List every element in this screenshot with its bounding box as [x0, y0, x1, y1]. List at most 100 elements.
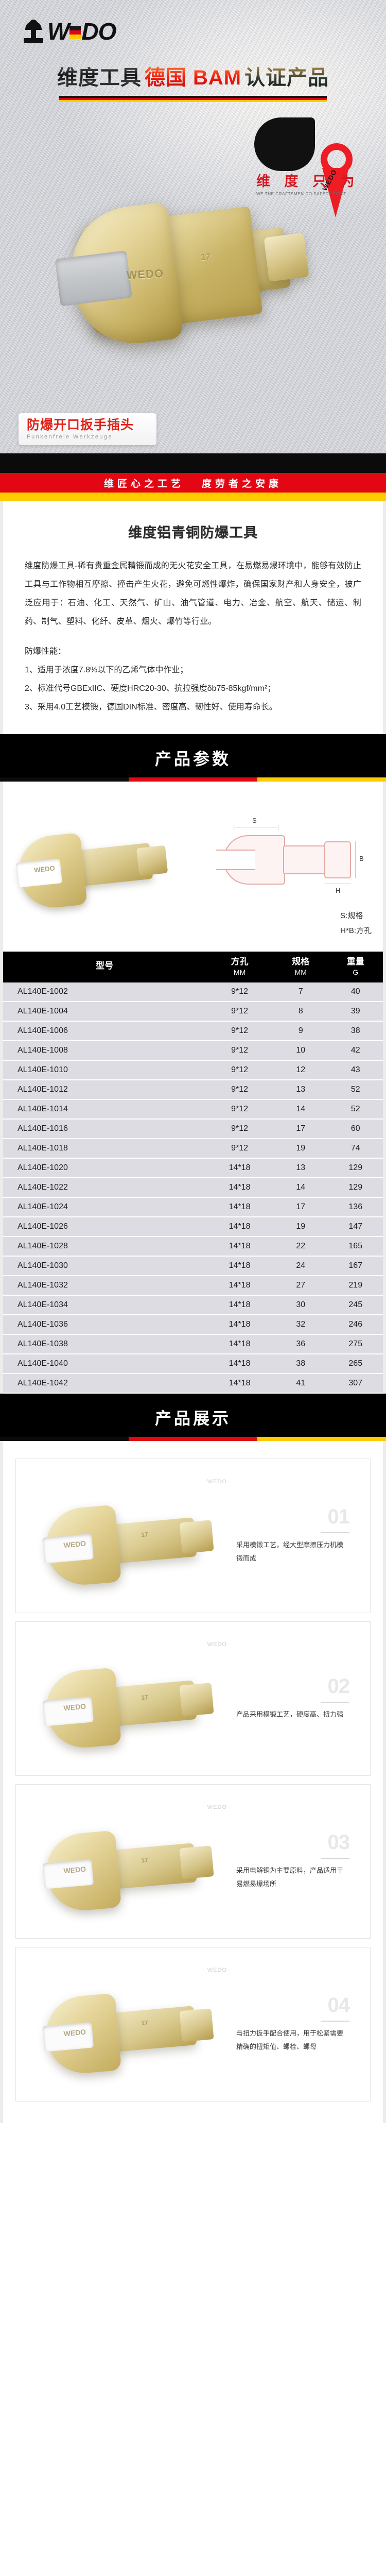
legend-s: S:规格: [340, 911, 363, 920]
showcase-text: 与扭力扳手配合使用，用于松紧需要精确的扭矩值、螺栓、螺母: [236, 2029, 344, 2050]
showcase-tool-size: 17: [141, 1530, 149, 1538]
brand-logo-text: W DO: [47, 18, 116, 45]
cell-weight: 52: [328, 1079, 383, 1100]
cell-weight: 129: [328, 1177, 383, 1198]
table-row: AL140E-1040 14*18 38 265: [3, 1353, 383, 1374]
cell-size: 19: [273, 1138, 328, 1159]
cell-model: AL140E-1002: [3, 982, 206, 1002]
cell-square-hole: 9*12: [206, 1099, 274, 1120]
cell-model: AL140E-1032: [3, 1275, 206, 1296]
dim-label-h: H: [336, 887, 341, 894]
showcase-number: 03: [327, 1831, 350, 1854]
cell-weight: 42: [328, 1040, 383, 1061]
performance-item-1: 1、适用于浓度7.8%以下的乙烯气体中作业；: [25, 666, 188, 674]
showcase-tool-emboss: WEDO: [63, 2027, 86, 2038]
dim-label-b: B: [359, 855, 364, 862]
product-name-cn: 防爆开口扳手插头: [27, 418, 134, 433]
cell-square-hole: 9*12: [206, 1021, 274, 1041]
german-flag-rule: [59, 96, 327, 102]
table-row: AL140E-1020 14*18 13 129: [3, 1158, 383, 1178]
dimension-diagram-section: WEDO S B H S:规格 H*B:方孔: [0, 782, 386, 952]
specification-table: 型号 方孔 MM 规格 MM 重量 G: [3, 952, 383, 1394]
cell-model: AL140E-1004: [3, 1001, 206, 1022]
showcase-tool-emboss: WEDO: [63, 1865, 86, 1875]
table-body: AL140E-1002 9*12 7 40 AL140E-1004 9*12 8 39 AL14…: [3, 982, 383, 1394]
showcase-caption: 04 与扭力扳手配合使用，用于松紧需要精确的扭矩值、螺栓、螺母: [236, 1995, 360, 2053]
hero-headline: 维度工具 德国 BAM 认证产品: [0, 66, 386, 102]
cell-weight: 52: [328, 1099, 383, 1120]
cell-model: AL140E-1012: [3, 1079, 206, 1100]
cell-model: AL140E-1010: [3, 1060, 206, 1080]
showcase-card: WEDO 17 WEDO 03 采用电解铜为主要原料，产品适用于易燃易爆场所: [15, 1784, 371, 1939]
headline-part-1: 维度工具: [57, 66, 142, 89]
cell-square-hole: 9*12: [206, 1060, 274, 1080]
specification-table-section: 型号 方孔 MM 规格 MM 重量 G: [0, 952, 386, 1394]
cell-size: 14: [273, 1099, 328, 1120]
cell-size: 17: [273, 1197, 328, 1217]
cell-weight: 165: [328, 1236, 383, 1257]
showcase-tool-size: 17: [141, 1856, 149, 1864]
cert-letter-f: F: [283, 128, 298, 155]
showcase-product-photo: WEDO 17 WEDO: [30, 1471, 236, 1600]
cell-square-hole: 14*18: [206, 1295, 274, 1315]
showcase-watermark: WEDO: [207, 1641, 227, 1648]
brand-logo: W DO: [23, 20, 116, 43]
german-flag-icon: [69, 26, 81, 39]
cell-model: AL140E-1008: [3, 1040, 206, 1061]
table-row: AL140E-1028 14*18 22 165: [3, 1236, 383, 1257]
dim-label-s: S: [252, 817, 257, 824]
section-title-showcase: 产品展示: [154, 1409, 231, 1428]
band-slogan-left: 维匠心之工艺: [103, 478, 184, 489]
table-row: AL140E-1042 14*18 41 307: [3, 1373, 383, 1394]
cell-square-hole: 9*12: [206, 1138, 274, 1159]
cell-model: AL140E-1022: [3, 1177, 206, 1198]
table-row: AL140E-1022 14*18 14 129: [3, 1177, 383, 1198]
cell-weight: 74: [328, 1138, 383, 1159]
cert-letter-t: T: [299, 140, 310, 159]
cell-square-hole: 9*12: [206, 1040, 274, 1061]
table-row: AL140E-1026 14*18 19 147: [3, 1216, 383, 1237]
showcase-caption: 02 产品采用模锻工艺，硬度高、扭力强: [236, 1676, 360, 1721]
product-name-de: Funkenfreie Werkzeuge: [27, 433, 113, 440]
cell-size: 38: [273, 1353, 328, 1374]
hero-product-photo: WEDO 17: [27, 155, 315, 422]
diagram-legend: S:规格 H*B:方孔: [340, 909, 372, 938]
cell-model: AL140E-1016: [3, 1118, 206, 1139]
cell-weight: 43: [328, 1060, 383, 1080]
description-paragraph: 维度防爆工具-稀有贵重金属精锻而成的无火花安全工具，在易燃易爆环境中，能够有效防…: [25, 562, 361, 626]
table-head: 型号 方孔 MM 规格 MM 重量 G: [3, 952, 383, 982]
showcase-card: WEDO 17 WEDO 02 产品采用模锻工艺，硬度高、扭力强: [15, 1621, 371, 1776]
table-row: AL140E-1008 9*12 10 42: [3, 1040, 383, 1061]
showcase-number: 02: [327, 1674, 350, 1698]
table-row: AL140E-1034 14*18 30 245: [3, 1295, 383, 1315]
showcase-tool-emboss: WEDO: [63, 1539, 86, 1550]
cell-size: 19: [273, 1216, 328, 1237]
cell-square-hole: 14*18: [206, 1334, 274, 1354]
showcase-product-photo: WEDO 17 WEDO: [30, 1960, 236, 2089]
cell-size: 17: [273, 1118, 328, 1139]
cell-weight: 40: [328, 982, 383, 1002]
tool-emboss-size: 17: [200, 251, 211, 262]
cell-weight: 147: [328, 1216, 383, 1237]
hero-slogan-en: WE THE CRAFTSMEN DO SAFETY FIRST: [256, 192, 346, 196]
table-row: AL140E-1024 14*18 17 136: [3, 1197, 383, 1217]
showcase-card: WEDO 17 WEDO 01 采用模锻工艺，经大型摩擦压力机模锻而成: [15, 1458, 371, 1613]
table-row: AL140E-1004 9*12 8 39: [3, 1001, 383, 1022]
table-row: AL140E-1006 9*12 9 38: [3, 1021, 383, 1041]
showcase-card: WEDO 17 WEDO 04 与扭力扳手配合使用，用于松紧需要精确的扭矩值、螺栓、螺母: [15, 1946, 371, 2102]
table-row: AL140E-1012 9*12 13 52: [3, 1079, 383, 1100]
product-detail-page: W DO 维度工具 德国 BAM 认证产品 F T WEDO: [0, 0, 386, 2123]
showcase-product-photo: WEDO 17 WEDO: [30, 1797, 236, 1926]
wedo-anchor-mark-icon: [23, 20, 44, 43]
cell-model: AL140E-1042: [3, 1373, 206, 1394]
cell-square-hole: 14*18: [206, 1256, 274, 1276]
col-header-model: 型号: [3, 952, 206, 982]
cell-model: AL140E-1006: [3, 1021, 206, 1041]
cell-size: 10: [273, 1040, 328, 1061]
table-row: AL140E-1036 14*18 32 246: [3, 1314, 383, 1335]
col-header-weight: 重量 G: [328, 952, 383, 982]
cell-weight: 167: [328, 1256, 383, 1276]
performance-item-3: 3、采用4.0工艺模锻，德国DIN标准、密度高、韧性好、使用寿命长。: [25, 703, 277, 711]
cell-square-hole: 14*18: [206, 1177, 274, 1198]
cell-square-hole: 9*12: [206, 1079, 274, 1100]
